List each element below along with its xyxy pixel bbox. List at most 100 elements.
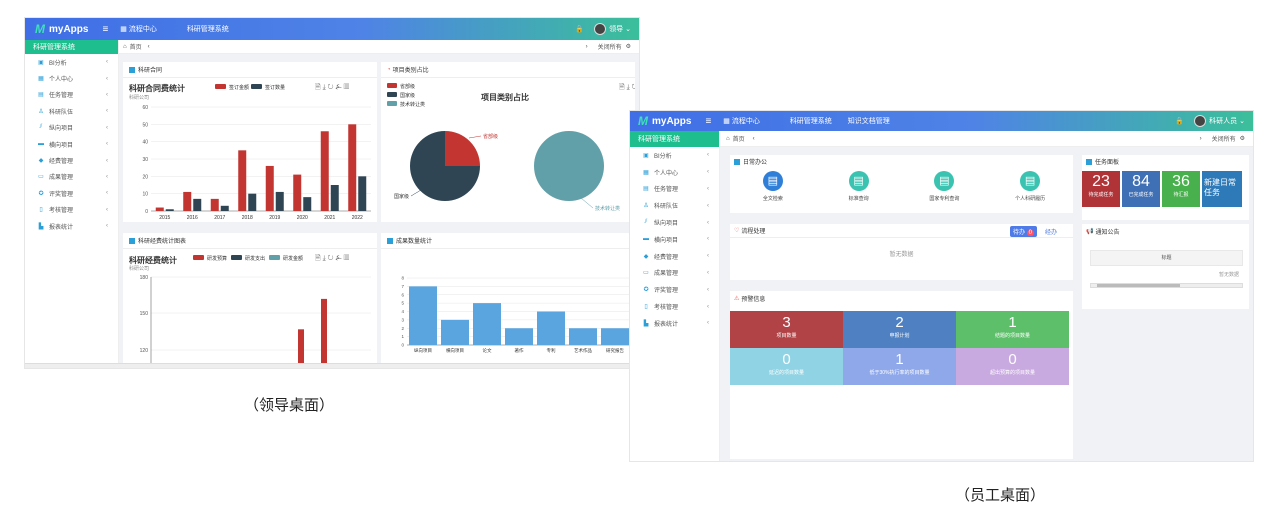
chevron-left-icon[interactable]: ‹ — [707, 286, 709, 293]
close-all-button[interactable]: 关闭所有 — [1211, 137, 1236, 143]
gear-icon[interactable]: ⚙ — [625, 44, 631, 50]
chevron-left-icon[interactable]: ‹ — [106, 91, 108, 98]
chevron-left-icon[interactable]: ‹ — [707, 169, 709, 176]
chevron-left-icon[interactable]: ‹ — [106, 59, 108, 66]
menu-toggle-icon[interactable]: ≡ — [102, 23, 109, 35]
sidebar-item-8[interactable]: ✪ 评奖管理 ‹ — [25, 185, 118, 201]
tile-number: 2 — [895, 314, 904, 331]
lock-icon[interactable]: 🔒 — [575, 26, 585, 33]
chevron-left-icon[interactable]: ‹ — [106, 223, 108, 230]
chevron-left-icon[interactable]: ‹ — [106, 190, 108, 197]
chevron-left-icon[interactable]: ‹ — [707, 185, 709, 192]
sidebar-item-1[interactable]: ▦ 个人中心 ‹ — [630, 164, 719, 181]
sidebar-item-4[interactable]: ⫽ 纵向项目 ‹ — [630, 214, 719, 231]
warning-tile-3[interactable]: 0 延迟的项目数量 — [730, 348, 843, 385]
x-tick-label: 2022 — [352, 215, 363, 221]
nav-knowledge-docs[interactable]: 知识文档管理 — [847, 118, 890, 125]
sidebar-item-9[interactable]: ▯ 考核管理 ‹ — [25, 202, 118, 218]
tab-handled[interactable]: 经办 — [1044, 230, 1057, 236]
leader-topbar: M myApps ≡ ▦ 流程中心 科研管理系统 🔒 领导 ⌄ — [25, 18, 639, 40]
home-icon[interactable]: ⌂ — [726, 135, 730, 142]
chevron-left-icon[interactable]: ‹ — [707, 320, 709, 327]
chevron-left-icon[interactable]: ‹ — [106, 206, 108, 213]
nav-process-center[interactable]: ▦ 流程中心 — [120, 26, 157, 33]
user-name[interactable]: 科研人员 — [1209, 118, 1238, 125]
chevron-left-icon[interactable]: ‹ — [707, 253, 709, 260]
avatar[interactable] — [1194, 115, 1207, 127]
chevron-left-icon[interactable]: ‹ — [707, 269, 709, 276]
sidebar-item-0[interactable]: ▣ BI分析 ‹ — [25, 54, 118, 70]
home-tab[interactable]: 首页 — [129, 45, 142, 51]
task-tile-0[interactable]: 23 待完成任务 — [1082, 171, 1120, 207]
user-name[interactable]: 领导 — [609, 26, 624, 33]
sidebar-title[interactable]: 科研管理系统 — [630, 131, 719, 147]
nav-process-center[interactable]: ▦ 流程中心 — [723, 118, 760, 125]
prev-tab-icon[interactable]: ‹ — [752, 135, 755, 142]
chevron-left-icon[interactable]: ‹ — [106, 108, 108, 115]
sidebar-item-9[interactable]: ▯ 考核管理 ‹ — [630, 298, 719, 315]
sidebar-item-7[interactable]: ▭ 成果管理 ‹ — [25, 169, 118, 185]
sidebar-item-2[interactable]: ▤ 任务管理 ‹ — [25, 87, 118, 103]
warning-tile-5[interactable]: 0 超出预算的项目数量 — [956, 348, 1069, 385]
sidebar-item-2[interactable]: ▤ 任务管理 ‹ — [630, 181, 719, 198]
sidebar-item-0[interactable]: ▣ BI分析 ‹ — [630, 147, 719, 164]
sidebar-item-8[interactable]: ✪ 评奖管理 ‹ — [630, 281, 719, 298]
chevron-left-icon[interactable]: ‹ — [707, 236, 709, 243]
sidebar-item-5[interactable]: ▬ 横向项目 ‹ — [630, 231, 719, 248]
task-tile-2[interactable]: 36 待汇报 — [1162, 171, 1200, 207]
chevron-left-icon[interactable]: ‹ — [707, 303, 709, 310]
daily-item-0[interactable]: ▤ 全文检索 — [730, 171, 816, 202]
home-icon[interactable]: ⌂ — [123, 43, 127, 50]
money-icon: ◆ — [38, 158, 44, 165]
chevron-down-icon[interactable]: ⌄ — [1239, 118, 1245, 125]
menu-toggle-icon[interactable]: ≡ — [705, 115, 712, 127]
card-marker-icon — [734, 158, 740, 165]
chevron-left-icon[interactable]: ‹ — [707, 219, 709, 226]
warning-tile-2[interactable]: 1 结题的项目数量 — [956, 311, 1069, 348]
daily-item-2[interactable]: ▤ 国家专利查询 — [902, 171, 988, 202]
sidebar-item-3[interactable]: ♙ 科研队伍 ‹ — [630, 197, 719, 214]
horizontal-scrollbar[interactable] — [25, 363, 639, 368]
chevron-left-icon[interactable]: ‹ — [106, 173, 108, 180]
next-tab-icon[interactable]: › — [1199, 135, 1202, 142]
tab-pending[interactable]: 待办 0 — [1009, 226, 1037, 237]
gear-icon[interactable]: ⚙ — [1239, 136, 1245, 142]
sidebar-item-4[interactable]: ⫽ 纵向项目 ‹ — [25, 120, 118, 136]
tile-number: 0 — [1008, 351, 1017, 368]
sidebar-item-1[interactable]: ▦ 个人中心 ‹ — [25, 70, 118, 86]
notice-scrollbar[interactable] — [1090, 283, 1243, 288]
task-tile-3[interactable]: 新建日常任务 — [1202, 171, 1242, 207]
sidebar-item-6[interactable]: ◆ 经费管理 ‹ — [25, 152, 118, 168]
chevron-left-icon[interactable]: ‹ — [106, 157, 108, 164]
close-all-button[interactable]: 关闭所有 — [597, 45, 622, 51]
warning-tile-1[interactable]: 2 申报计划 — [843, 311, 956, 348]
sidebar-item-10[interactable]: ▙ 报表统计 ‹ — [630, 315, 719, 332]
nav-research-system[interactable]: 科研管理系统 — [186, 26, 229, 33]
daily-item-1[interactable]: ▤ 标准查询 — [816, 171, 902, 202]
tile-label: 结题的项目数量 — [994, 333, 1030, 339]
nav-research-system[interactable]: 科研管理系统 — [789, 118, 832, 125]
next-tab-icon[interactable]: › — [585, 43, 588, 50]
sidebar-title[interactable]: 科研管理系统 — [25, 40, 118, 54]
sidebar-item-10[interactable]: ▙ 报表统计 ‹ — [25, 218, 118, 234]
chevron-left-icon[interactable]: ‹ — [707, 152, 709, 159]
sidebar-item-7[interactable]: ▭ 成果管理 ‹ — [630, 265, 719, 282]
lock-icon[interactable]: 🔒 — [1175, 118, 1185, 125]
sidebar-item-5[interactable]: ▬ 横向项目 ‹ — [25, 136, 118, 152]
sidebar-item-3[interactable]: ♙ 科研队伍 ‹ — [25, 103, 118, 119]
avatar[interactable] — [594, 23, 607, 35]
chevron-left-icon[interactable]: ‹ — [106, 75, 108, 82]
sidebar-item-6[interactable]: ◆ 经费管理 ‹ — [630, 248, 719, 265]
daily-item-label: 全文检索 — [762, 196, 783, 202]
warning-tile-0[interactable]: 3 项目数量 — [730, 311, 843, 348]
chevron-down-icon[interactable]: ⌄ — [625, 26, 631, 33]
breadcrumb: ⌂ 首页 ‹ › 关闭所有 ⚙ — [119, 40, 639, 54]
prev-tab-icon[interactable]: ‹ — [147, 43, 150, 50]
chevron-left-icon[interactable]: ‹ — [707, 202, 709, 209]
warning-tile-4[interactable]: 1 低于30%执行率的项目数量 — [843, 348, 956, 385]
task-tile-1[interactable]: 84 已完成任务 — [1122, 171, 1160, 207]
chevron-left-icon[interactable]: ‹ — [106, 141, 108, 148]
chevron-left-icon[interactable]: ‹ — [106, 124, 108, 131]
daily-item-3[interactable]: ▤ 个人科研履历 — [987, 171, 1073, 202]
home-tab[interactable]: 首页 — [732, 137, 745, 143]
